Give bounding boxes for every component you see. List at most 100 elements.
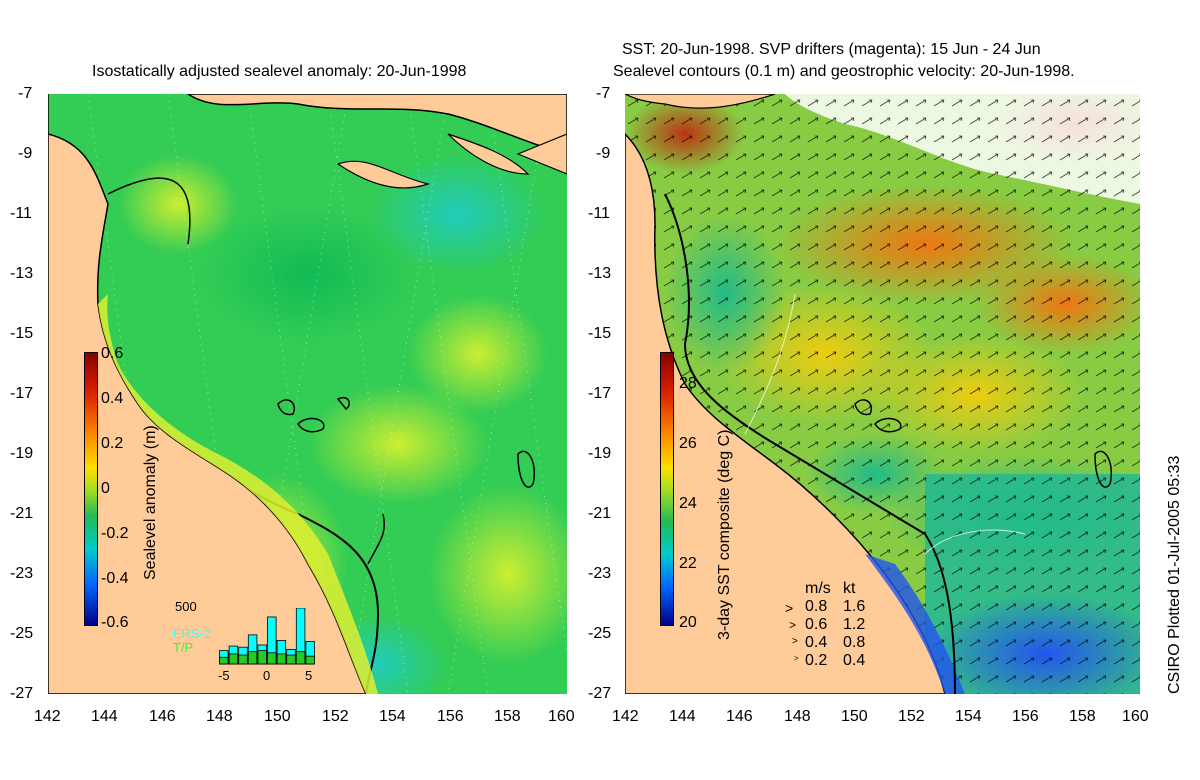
right-lon-tick: 146 — [726, 708, 753, 725]
left-cbar-tick-6: -0.6 — [101, 614, 129, 631]
left-cbar-tick-5: -0.4 — [101, 570, 129, 587]
left-lat-tick: -19 — [10, 445, 34, 462]
right-cbar-tick-2: 24 — [679, 495, 697, 512]
inset-bar-tp — [228, 653, 239, 665]
inset-max-label: 500 — [175, 599, 197, 614]
right-colorbar-label: 3-day SST composite (deg C) — [716, 429, 733, 640]
legend-arrow-1: > — [789, 618, 797, 632]
left-lat-tick: -9 — [18, 145, 33, 162]
right-cbar-tick-4: 20 — [679, 614, 697, 631]
left-lon-tick: 146 — [149, 708, 176, 725]
legend-ms-2: 0.4 — [805, 634, 828, 651]
legend-kt-1: 1.2 — [843, 616, 866, 633]
left-cbar-tick-3: 0 — [101, 480, 110, 497]
right-lat-tick: -17 — [588, 385, 612, 402]
inset-x-tick-2: 5 — [305, 668, 313, 683]
left-lon-tick: 160 — [548, 708, 575, 725]
inset-bar-tp — [238, 654, 248, 665]
right-lat-tick: -21 — [588, 505, 612, 522]
right-lon-tick: 152 — [898, 708, 925, 725]
inset-bar-tp — [305, 655, 315, 665]
right-lat-tick: -15 — [588, 325, 612, 342]
legend-arrow-3: > — [794, 654, 799, 663]
legend-kt-3: 0.4 — [843, 652, 866, 669]
legend-header-kt: kt — [843, 580, 856, 597]
right-lon-tick: 160 — [1122, 708, 1149, 725]
right-cbar-tick-0: 28 — [679, 375, 697, 392]
inset-bar-tp — [257, 650, 267, 665]
inset-x-tick-1: 0 — [263, 668, 271, 683]
left-lat-tick: -25 — [10, 625, 34, 642]
legend-arrow-2: > — [792, 636, 798, 647]
left-panel-title: Isostatically adjusted sealevel anomaly:… — [92, 63, 467, 80]
inset-histogram: 500 ERS-2 T/P -5 0 5 — [173, 599, 325, 686]
left-lat-tick: -21 — [10, 505, 34, 522]
credit-label: CSIRO Plotted 01-Jul-2005 05:33 — [1166, 455, 1183, 694]
left-lat-tick: -11 — [10, 205, 32, 222]
legend-arrow-0: > — [785, 600, 794, 616]
right-lon-tick: 158 — [1069, 708, 1096, 725]
right-lon-tick: 154 — [955, 708, 982, 725]
left-cbar-tick-0: 0.6 — [101, 345, 124, 362]
legend-ms-1: 0.6 — [805, 616, 828, 633]
right-lon-tick: 144 — [669, 708, 696, 725]
inset-bar-tp — [247, 651, 258, 665]
left-lat-tick: -17 — [10, 385, 34, 402]
left-lat-tick: -13 — [10, 265, 34, 282]
left-lon-tick: 142 — [34, 708, 61, 725]
left-lon-tick: 150 — [264, 708, 291, 725]
right-cbar-tick-3: 22 — [679, 555, 697, 572]
left-lon-tick: 158 — [494, 708, 521, 725]
right-panel-title-1: SST: 20-Jun-1998. SVP drifters (magenta)… — [622, 41, 1041, 58]
legend-header-ms: m/s — [805, 580, 831, 597]
right-colorbar — [660, 352, 674, 626]
right-lat-tick: -11 — [588, 205, 610, 222]
right-lat-tick: -25 — [588, 625, 612, 642]
inset-bar-tp — [267, 652, 277, 665]
inset-series-tp: T/P — [173, 640, 194, 655]
left-colorbar-label: Sealevel anomaly (m) — [142, 425, 159, 580]
right-panel-title-2: Sealevel contours (0.1 m) and geostrophi… — [613, 63, 1075, 80]
png-land — [186, 94, 567, 155]
left-cbar-tick-2: 0.2 — [101, 435, 124, 452]
inset-series-ers2: ERS-2 — [173, 626, 212, 641]
left-lat-tick: -7 — [18, 85, 33, 102]
legend-kt-2: 0.8 — [843, 634, 866, 651]
velocity-legend: m/s kt > 0.8 1.6 > 0.6 1.2 > 0.4 0.8 > 0… — [785, 580, 895, 670]
inset-bar-tp — [295, 651, 306, 665]
legend-kt-0: 1.6 — [843, 598, 866, 615]
inset-bars — [219, 608, 315, 665]
legend-ms-0: 0.8 — [805, 598, 828, 615]
right-lat-tick: -23 — [588, 565, 612, 582]
left-lon-tick: 156 — [437, 708, 464, 725]
left-lon-tick: 152 — [322, 708, 349, 725]
left-lat-tick: -23 — [10, 565, 34, 582]
right-lat-tick: -27 — [588, 685, 612, 702]
inset-bar-tp — [276, 653, 287, 665]
legend-ms-3: 0.2 — [805, 652, 828, 669]
left-colorbar — [84, 352, 98, 626]
right-lat-tick: -7 — [596, 85, 611, 102]
right-lon-tick: 156 — [1012, 708, 1039, 725]
inset-x-tick-0: -5 — [218, 668, 230, 683]
left-lat-tick: -27 — [10, 685, 34, 702]
left-cbar-tick-4: -0.2 — [101, 525, 129, 542]
left-lon-tick: 144 — [91, 708, 118, 725]
right-lon-tick: 142 — [612, 708, 639, 725]
sealevel-map-svg — [48, 94, 567, 694]
right-lon-tick: 150 — [841, 708, 868, 725]
right-lat-tick: -9 — [596, 145, 611, 162]
inset-bar-tp — [219, 656, 229, 665]
right-map[interactable] — [625, 94, 1140, 694]
left-map[interactable] — [48, 94, 567, 694]
left-lon-tick: 154 — [379, 708, 406, 725]
left-lat-tick: -15 — [10, 325, 34, 342]
right-lon-tick: 148 — [784, 708, 811, 725]
sst-map-svg — [625, 94, 1140, 694]
inset-bar-tp — [286, 654, 296, 665]
right-lat-tick: -19 — [588, 445, 612, 462]
right-cbar-tick-1: 26 — [679, 435, 697, 452]
left-cbar-tick-1: 0.4 — [101, 390, 124, 407]
left-lon-tick: 148 — [206, 708, 233, 725]
right-lat-tick: -13 — [588, 265, 612, 282]
